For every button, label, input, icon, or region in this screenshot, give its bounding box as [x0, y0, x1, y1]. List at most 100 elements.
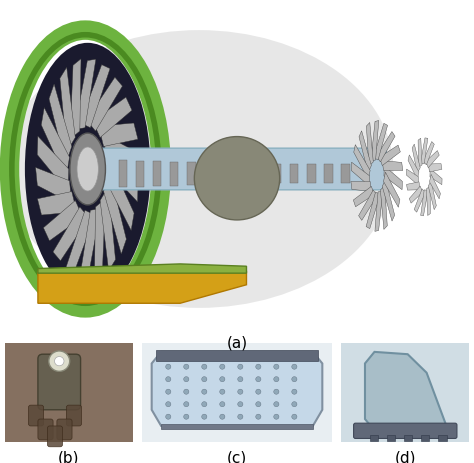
- Circle shape: [292, 364, 297, 369]
- Polygon shape: [383, 172, 400, 207]
- Bar: [161, 424, 313, 429]
- Circle shape: [292, 377, 297, 382]
- Circle shape: [183, 401, 189, 407]
- Bar: [118, 160, 127, 187]
- Circle shape: [219, 401, 225, 407]
- Circle shape: [237, 401, 243, 407]
- Text: (a): (a): [227, 336, 247, 350]
- Polygon shape: [430, 169, 442, 185]
- Circle shape: [165, 364, 171, 369]
- Bar: [136, 161, 144, 187]
- Polygon shape: [37, 192, 77, 215]
- Polygon shape: [359, 190, 377, 220]
- Bar: [307, 164, 316, 183]
- Polygon shape: [384, 166, 402, 190]
- Bar: [153, 161, 161, 186]
- Circle shape: [183, 389, 189, 394]
- FancyBboxPatch shape: [28, 405, 44, 426]
- Bar: [170, 162, 178, 186]
- FancyBboxPatch shape: [47, 426, 63, 447]
- Circle shape: [219, 364, 225, 369]
- Polygon shape: [74, 59, 96, 130]
- Polygon shape: [152, 352, 322, 426]
- Polygon shape: [351, 162, 370, 186]
- Bar: [5, 343, 133, 442]
- Ellipse shape: [70, 133, 105, 205]
- FancyBboxPatch shape: [57, 419, 72, 440]
- Polygon shape: [80, 65, 110, 128]
- Circle shape: [55, 357, 64, 366]
- Circle shape: [273, 414, 279, 419]
- Circle shape: [273, 401, 279, 407]
- Polygon shape: [94, 199, 105, 279]
- Circle shape: [255, 389, 261, 394]
- Polygon shape: [428, 163, 442, 172]
- FancyBboxPatch shape: [354, 423, 457, 438]
- Bar: [421, 435, 429, 441]
- Circle shape: [183, 364, 189, 369]
- Polygon shape: [429, 175, 440, 199]
- Polygon shape: [41, 107, 70, 179]
- Bar: [273, 164, 281, 183]
- Circle shape: [219, 389, 225, 394]
- Polygon shape: [418, 138, 422, 168]
- Bar: [187, 162, 196, 185]
- Circle shape: [202, 377, 207, 382]
- Polygon shape: [104, 173, 127, 254]
- Polygon shape: [380, 186, 387, 230]
- Ellipse shape: [5, 30, 393, 308]
- Polygon shape: [380, 145, 401, 166]
- Polygon shape: [406, 169, 419, 185]
- Circle shape: [273, 389, 279, 394]
- Circle shape: [292, 401, 297, 407]
- FancyBboxPatch shape: [38, 354, 81, 410]
- Polygon shape: [38, 271, 246, 303]
- Circle shape: [255, 377, 261, 382]
- Polygon shape: [351, 181, 372, 191]
- Bar: [370, 435, 378, 441]
- Polygon shape: [428, 181, 437, 210]
- Bar: [404, 435, 412, 441]
- Circle shape: [219, 377, 225, 382]
- Bar: [5, 343, 133, 442]
- Polygon shape: [86, 77, 122, 131]
- Circle shape: [273, 364, 279, 369]
- Bar: [156, 350, 318, 361]
- Circle shape: [165, 414, 171, 419]
- Bar: [438, 435, 447, 441]
- FancyBboxPatch shape: [88, 148, 386, 190]
- Polygon shape: [70, 59, 81, 139]
- Bar: [142, 343, 332, 442]
- Circle shape: [183, 377, 189, 382]
- Polygon shape: [93, 97, 132, 138]
- Polygon shape: [376, 131, 395, 162]
- Polygon shape: [37, 136, 69, 192]
- Polygon shape: [409, 186, 423, 203]
- Circle shape: [273, 377, 279, 382]
- Polygon shape: [382, 179, 395, 221]
- Polygon shape: [107, 146, 138, 202]
- Polygon shape: [65, 210, 95, 273]
- Text: (d): (d): [394, 450, 416, 463]
- Circle shape: [219, 414, 225, 419]
- Circle shape: [255, 401, 261, 407]
- Bar: [5, 23, 469, 324]
- Polygon shape: [423, 142, 434, 165]
- Polygon shape: [407, 182, 420, 190]
- Polygon shape: [44, 200, 82, 241]
- Polygon shape: [412, 144, 420, 173]
- Circle shape: [255, 414, 261, 419]
- Polygon shape: [104, 135, 140, 170]
- Circle shape: [165, 389, 171, 394]
- Polygon shape: [371, 120, 379, 161]
- Bar: [255, 164, 264, 183]
- Bar: [238, 164, 247, 183]
- Polygon shape: [100, 187, 116, 271]
- Circle shape: [183, 414, 189, 419]
- Circle shape: [202, 414, 207, 419]
- Bar: [387, 435, 395, 441]
- Bar: [341, 164, 350, 183]
- Bar: [204, 163, 213, 185]
- Polygon shape: [106, 159, 134, 231]
- Polygon shape: [99, 123, 138, 146]
